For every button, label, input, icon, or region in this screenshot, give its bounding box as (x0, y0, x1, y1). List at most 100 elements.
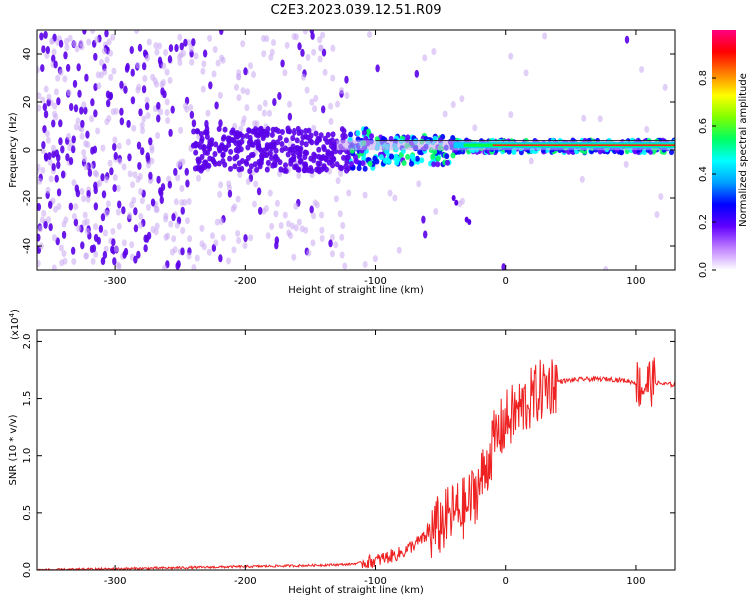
spectrogram-pixel (121, 206, 126, 215)
spectrogram-pixel (137, 173, 143, 181)
spectrogram-pixel (341, 128, 347, 135)
spectrogram-pixel (244, 104, 250, 112)
spectrogram-pixel (339, 233, 345, 241)
spectrogram-pixel (644, 125, 650, 133)
spectrogram-pixel (508, 111, 514, 119)
spectrogram-pixel (291, 127, 297, 136)
spectrogram-pixel (417, 149, 423, 156)
snr-panel: -300 -200 -100 0 100 0.0 0.5 1.0 1.5 2.0 Height o… (8, 309, 676, 596)
colorbar-tick-label: 0.0 (698, 262, 709, 278)
spectrogram-pixel (348, 131, 354, 138)
spectrogram-pixel (240, 40, 246, 48)
spectrogram-pixel (159, 196, 164, 205)
spectrogram-pixel (48, 200, 53, 209)
spectrogram-pixel (92, 145, 98, 154)
spectrogram-pixel (75, 189, 81, 198)
spectrogram-pixel (87, 168, 93, 177)
spectrogram-pixel (140, 127, 146, 135)
spectrogram-pixel (86, 190, 91, 199)
spectrogram-pixel (177, 33, 183, 41)
spectrogram-pixel (203, 129, 209, 136)
spectrogram-pixel (334, 161, 340, 168)
spectrogram-pixel (51, 264, 57, 270)
spectrogram-pixel (97, 179, 103, 187)
spectrogram-pixel (165, 117, 171, 125)
spectrogram-pixel (71, 40, 77, 48)
spectrogram-pixel (401, 160, 407, 167)
spectrogram-pixel (189, 58, 195, 66)
spectrogram-pixel (48, 38, 54, 46)
spectrogram-pixel (155, 132, 161, 140)
spectrogram-pixel (258, 206, 263, 215)
spectrogram-pixel (56, 203, 62, 211)
spectrogram-pixel (208, 141, 214, 148)
spectrogram-pixel (264, 166, 270, 173)
spectrogram-pixel (209, 232, 215, 240)
spectrogram-pixel (326, 159, 332, 166)
snr-y-tick-label: 1.5 (22, 391, 33, 407)
spectrogram-pixel (131, 196, 137, 204)
spectrogram-pixel (315, 166, 321, 173)
spectrogram-pixel (272, 154, 278, 161)
spectrogram-pixel (81, 101, 87, 109)
spectrogram-pixel (321, 164, 327, 171)
spectrogram-pixel (275, 128, 281, 135)
spectrogram-pixel (110, 227, 116, 235)
spectrogram-pixel (129, 46, 134, 55)
spectrogram-pixel (312, 105, 318, 113)
spectrogram-pixel (164, 108, 170, 116)
spectrogram-pixel (248, 234, 254, 242)
spectrogram-pixel (171, 213, 176, 222)
spectrogram-pixel (214, 218, 220, 226)
spectrogram-pixel (110, 108, 116, 116)
spectrogram-pixel (200, 85, 206, 93)
snr-x-tick-label: -200 (234, 576, 257, 587)
spectrogram-pixel (175, 174, 181, 182)
spectrogram-pixel (414, 155, 420, 162)
spectrogram-pixel (319, 226, 325, 234)
spectrogram-pixel (236, 94, 242, 102)
spectrogram-pixel (305, 53, 311, 61)
spectrogram-pixel (180, 247, 185, 256)
spectrogram-pixel (62, 75, 68, 83)
spectrogram-pixel (56, 153, 61, 162)
spectrogram-pixel (236, 139, 242, 146)
spectrogram-pixel (294, 137, 300, 144)
spectrogram-pixel (174, 44, 179, 53)
spectrogram-pixel (296, 218, 302, 226)
spectrogram-pixel (41, 45, 46, 54)
spectrogram-y-tick-label: 20 (22, 96, 33, 109)
spectrogram-pixel (162, 90, 167, 99)
spectrogram-pixel (94, 36, 100, 44)
spectrogram-pixel (113, 152, 118, 161)
spectrogram-pixel (117, 200, 122, 209)
spectrogram-pixel (51, 119, 56, 128)
spectrogram-pixel (213, 141, 219, 148)
spectrogram-pixel (60, 145, 65, 154)
spectrogram-pixel (362, 165, 368, 172)
spectrogram-pixel (328, 117, 334, 125)
spectrogram-pixel (145, 112, 151, 120)
spectrogram-pixel (457, 200, 463, 208)
spectrogram-pixel (71, 135, 76, 144)
spectrogram-pixel (253, 180, 259, 188)
spectrogram-pixel (79, 106, 84, 115)
spectrogram-pixel (252, 120, 258, 128)
spectrogram-pixel (242, 241, 248, 249)
spectrogram-pixel (168, 128, 173, 137)
spectrogram-pixel (270, 38, 276, 46)
spectrogram-pixel (51, 54, 56, 63)
spectrogram-pixel (542, 32, 548, 40)
spectrogram-pixel (267, 189, 273, 197)
spectrogram-pixel (243, 234, 248, 243)
colorbar-gradient (712, 30, 736, 270)
spectrogram-pixel (191, 128, 197, 135)
spectrogram-pixel (39, 32, 44, 41)
spectrogram-pixel (184, 167, 189, 176)
spectrogram-pixel (313, 130, 319, 137)
spectrogram-pixel (501, 263, 506, 270)
spectrogram-pixel (117, 158, 123, 166)
spectrogram-pixel (40, 166, 46, 174)
spectrogram-pixel (73, 203, 79, 211)
spectrogram-pixel (260, 135, 266, 142)
